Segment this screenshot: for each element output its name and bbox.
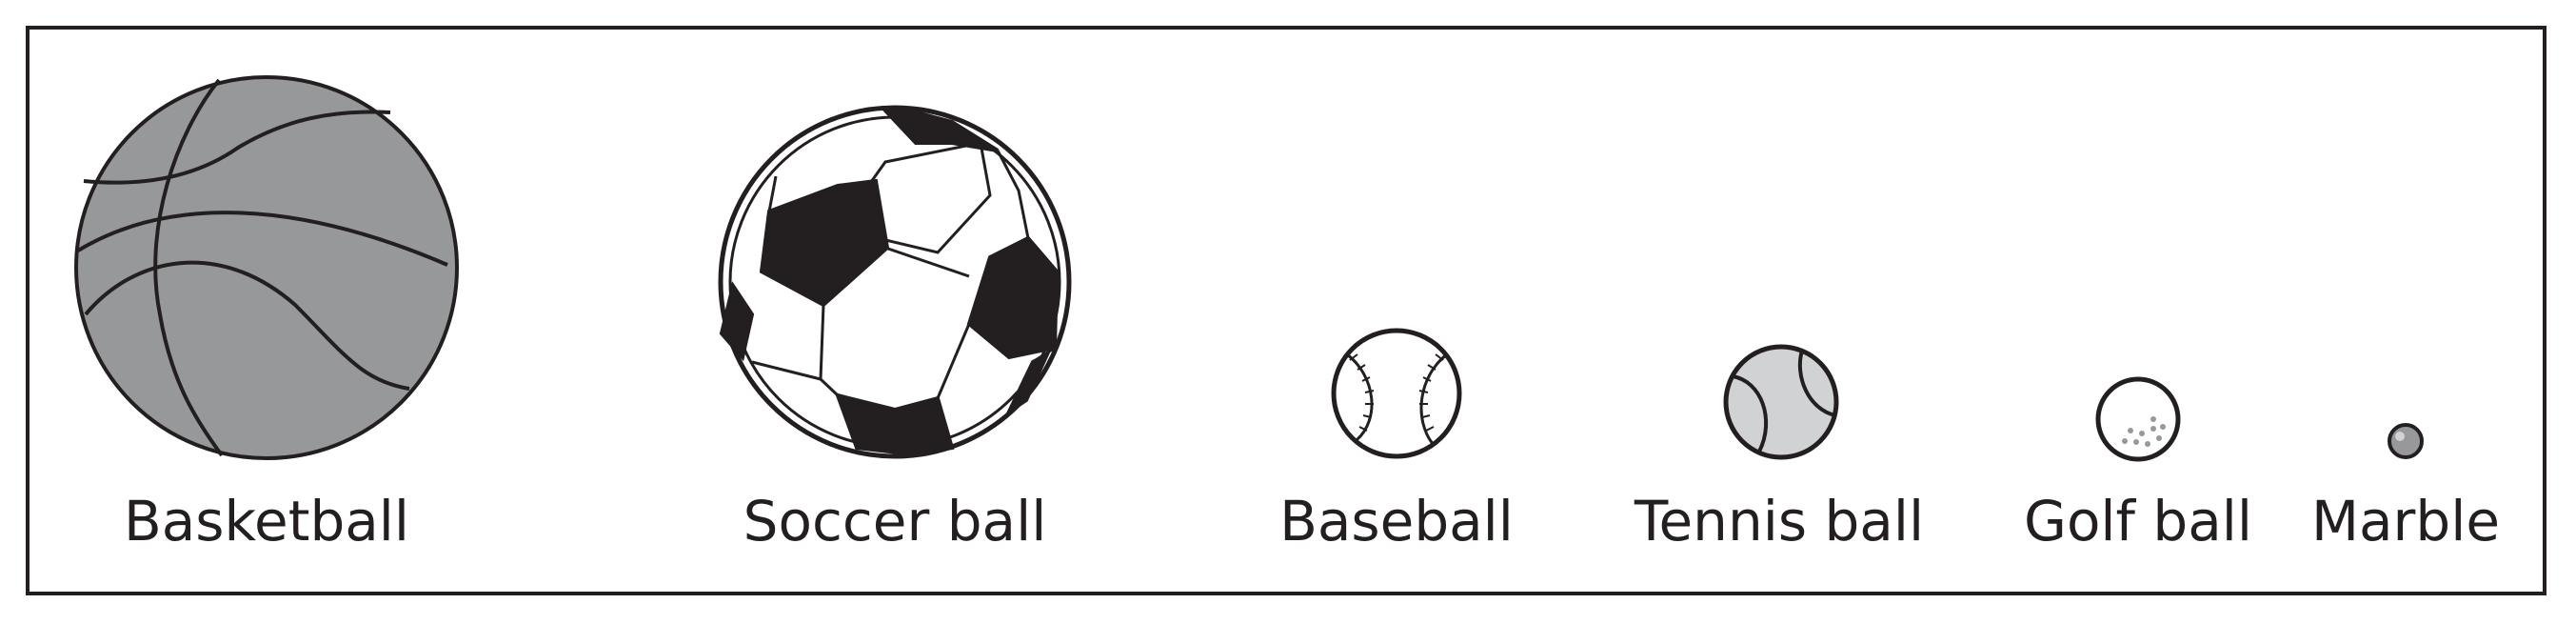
diagram-frame bbox=[26, 26, 2546, 595]
basketball-label: Basketball bbox=[123, 489, 410, 554]
tennis-ball-icon bbox=[1723, 344, 1839, 460]
baseball-icon bbox=[1331, 328, 1462, 459]
marble-label: Marble bbox=[2310, 489, 2501, 554]
golf-ball-label: Golf ball bbox=[2024, 489, 2252, 554]
marble-icon bbox=[2388, 423, 2424, 459]
basketball-icon bbox=[74, 75, 459, 460]
soccer-ball-icon bbox=[718, 105, 1072, 459]
soccer-ball-label: Soccer ball bbox=[743, 489, 1047, 554]
golf-ball-icon bbox=[2095, 376, 2181, 462]
tennis-ball-label: Tennis ball bbox=[1634, 489, 1925, 554]
baseball-label: Baseball bbox=[1279, 489, 1514, 554]
